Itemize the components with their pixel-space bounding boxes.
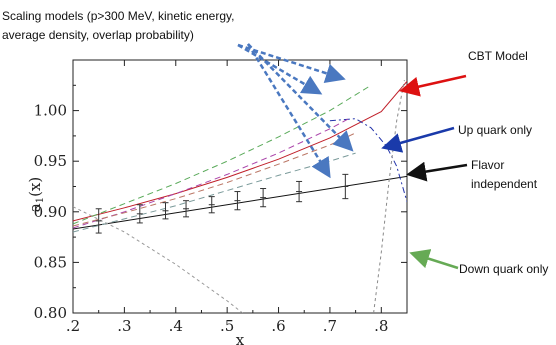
x-tick-label: .2 (66, 317, 80, 335)
series-line-2 (73, 175, 407, 230)
y-tick-label: 0.95 (34, 152, 67, 170)
annotation-layer: Scaling models (p>300 MeV, kinetic energ… (2, 9, 548, 276)
series-line-5 (73, 84, 372, 225)
x-tick-label: .4 (169, 317, 183, 335)
up-quark-label: Up quark only (458, 123, 532, 137)
series-group (73, 80, 407, 313)
series-line-6 (73, 117, 351, 229)
series-line-4 (373, 80, 405, 313)
series-line-1 (73, 80, 407, 222)
y-tick-label: 0.90 (34, 203, 67, 221)
plot-area: .2 .3 .4 .5 .6 .7 .8 0.80 0.85 0.90 0.95 1.00 x a1(x) (26, 59, 408, 345)
flavor-arrow (406, 161, 468, 182)
cbt-arrow (399, 74, 467, 97)
down-quark-arrow (409, 249, 459, 270)
series-line-7 (73, 132, 356, 227)
scaling-arrow-1 (237, 43, 323, 95)
x-axis-label: x (236, 331, 245, 345)
flavor-independent-label: independent (471, 177, 538, 191)
series-line-9 (73, 206, 243, 313)
series-line-8 (73, 152, 356, 233)
down-quark-label: Down quark only (459, 262, 548, 276)
up-quark-arrow (381, 126, 455, 153)
flavor-independent-label: Flavor (471, 158, 504, 172)
scaling-models-label: average density, overlap probability) (2, 28, 194, 42)
scaling-models-label: Scaling models (p>300 MeV, kinetic energ… (2, 9, 234, 23)
y-axis-label: a1(x) (26, 177, 46, 213)
x-tick-label: .7 (323, 317, 337, 335)
series-line-3 (329, 118, 407, 202)
x-tick-label: .3 (117, 317, 131, 335)
x-tick-label: .8 (374, 317, 388, 335)
y-tick-label: 0.85 (34, 253, 67, 271)
x-tick-label: .5 (220, 317, 234, 335)
cbt-model-label: CBT Model (468, 49, 528, 63)
scaling-arrow-4 (246, 43, 331, 179)
y-tick-label: 1.00 (34, 102, 67, 120)
x-tick-label: .6 (271, 317, 285, 335)
y-tick-label: 0.80 (34, 304, 67, 322)
scaling-arrow-3 (247, 43, 354, 152)
